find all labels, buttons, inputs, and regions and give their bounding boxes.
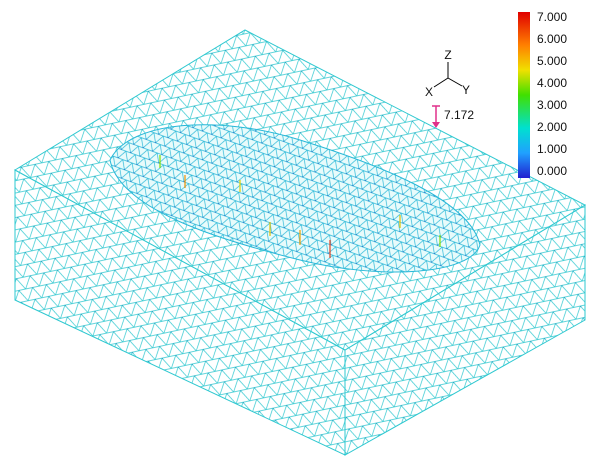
- triad-z: Z: [444, 48, 451, 62]
- max-value: 7.172: [444, 108, 474, 122]
- triad-x: X: [425, 85, 433, 99]
- legend-tick-label: 0.000: [537, 164, 567, 178]
- axis-triad: Z X Y: [425, 48, 470, 99]
- legend-tick-label: 4.000: [537, 76, 567, 90]
- legend-tick-label: 3.000: [537, 98, 567, 112]
- max-marker: 7.172: [432, 106, 474, 128]
- legend-tick-label: 1.000: [537, 142, 567, 156]
- mesh-view: Z X Y 7.172 7.000 6.000 5.000 4.000 3.000 2.0…: [0, 0, 591, 458]
- legend-tick-label: 6.000: [537, 32, 567, 46]
- legend-tick-label: 2.000: [537, 120, 567, 134]
- legend-tick-label: 5.000: [537, 54, 567, 68]
- legend-labels: 7.000 6.000 5.000 4.000 3.000 2.000 1.000 0.000: [537, 10, 567, 178]
- page: Z X Y 7.172 7.000 6.000 5.000 4.000 3.000 2.0…: [0, 0, 591, 458]
- color-bar: [518, 12, 530, 178]
- legend-tick-label: 7.000: [537, 10, 567, 24]
- triad-y: Y: [462, 83, 470, 97]
